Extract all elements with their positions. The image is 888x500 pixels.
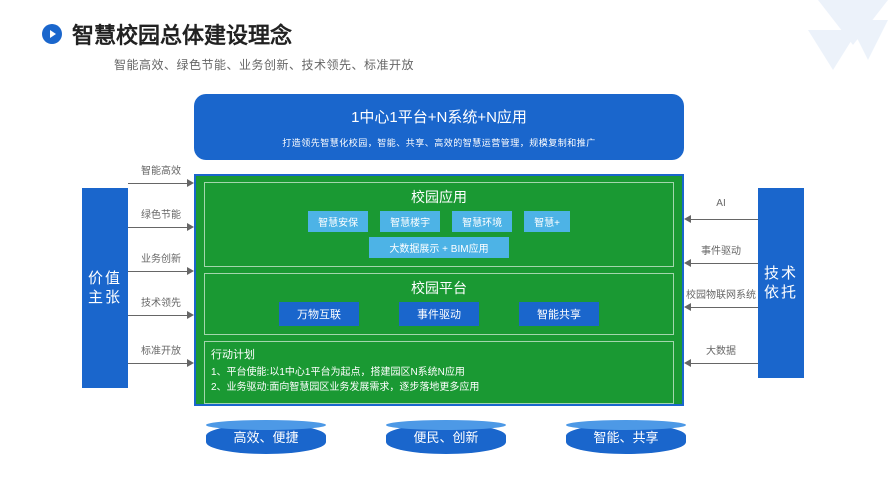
arrow-label: 绿色节能 <box>139 206 183 221</box>
section-campus-app: 校园应用 智慧安保 智慧楼宇 智慧环境 智慧+ 大数据展示 + BIM应用 <box>204 182 674 267</box>
app-chip: 智慧+ <box>524 211 570 232</box>
arrow-left-业务创新: 业务创新 <box>128 264 194 278</box>
section-app-title: 校园应用 <box>211 187 667 207</box>
platform-chip: 智能共享 <box>519 302 599 326</box>
arrow-left-智能高效: 智能高效 <box>128 176 194 190</box>
arrow-right-大数据: 大数据 <box>684 356 758 370</box>
section-campus-platform: 校园平台 万物互联 事件驱动 智能共享 <box>204 273 674 335</box>
cylinder-label: 便民、创新 <box>413 430 478 445</box>
pillar-value-proposition: 价值主张 <box>82 188 128 388</box>
app-chip: 智慧安保 <box>308 211 368 232</box>
header: 智慧校园总体建设理念 智能高效、绿色节能、业务创新、技术领先、标准开放 <box>0 0 888 73</box>
architecture-diagram: 1中心1平台+N系统+N应用 打造领先智慧化校园，智能、共享、高效的智慧运营管理… <box>0 88 888 458</box>
platform-chip: 事件驱动 <box>399 302 479 326</box>
arrow-label: AI <box>714 198 727 209</box>
platform-chip: 万物互联 <box>279 302 359 326</box>
cylinder-智能、共享: 智能、共享 <box>566 424 686 454</box>
cylinder-高效、便捷: 高效、便捷 <box>206 424 326 454</box>
app-chip: 智慧环境 <box>452 211 512 232</box>
arrow-label: 技术领先 <box>139 294 183 309</box>
arrow-right-事件驱动: 事件驱动 <box>684 256 758 270</box>
arrow-label: 事件驱动 <box>699 242 743 257</box>
arrow-left-绿色节能: 绿色节能 <box>128 220 194 234</box>
arrow-label: 校园物联网系统 <box>684 286 758 301</box>
cylinder-便民、创新: 便民、创新 <box>386 424 506 454</box>
page-title: 智慧校园总体建设理念 <box>72 18 292 50</box>
section-action-plan: 行动计划 1、平台使能:以1中心1平台为起点，搭建园区N系统N应用 2、业务驱动… <box>204 341 674 404</box>
action-line-2: 2、业务驱动:面向智慧园区业务发展需求，逐步落地更多应用 <box>211 380 667 395</box>
action-title: 行动计划 <box>211 346 667 362</box>
arrow-right-AI: AI <box>684 212 758 226</box>
pillar-left-label: 价值主张 <box>82 269 128 308</box>
arrow-label: 业务创新 <box>139 250 183 265</box>
play-bullet-icon <box>42 24 62 44</box>
pillar-tech-support: 技术依托 <box>758 188 804 378</box>
cylinder-label: 智能、共享 <box>593 430 658 445</box>
top-summary-box: 1中心1平台+N系统+N应用 打造领先智慧化校园，智能、共享、高效的智慧运营管理… <box>194 94 684 160</box>
arrow-left-标准开放: 标准开放 <box>128 356 194 370</box>
arrow-right-校园物联网系统: 校园物联网系统 <box>684 300 758 314</box>
top-line2: 打造领先智慧化校园，智能、共享、高效的智慧运营管理，规模复制和推广 <box>194 136 684 149</box>
arrow-left-技术领先: 技术领先 <box>128 308 194 322</box>
arrow-label: 智能高效 <box>139 162 183 177</box>
arrow-label: 标准开放 <box>139 342 183 357</box>
arrow-label: 大数据 <box>704 342 738 357</box>
page-subtitle: 智能高效、绿色节能、业务创新、技术领先、标准开放 <box>114 56 888 73</box>
action-line-1: 1、平台使能:以1中心1平台为起点，搭建园区N系统N应用 <box>211 365 667 380</box>
section-platform-title: 校园平台 <box>211 278 667 298</box>
cylinder-label: 高效、便捷 <box>233 430 298 445</box>
app-chip: 智慧楼宇 <box>380 211 440 232</box>
app-chip-wide: 大数据展示 + BIM应用 <box>369 237 508 258</box>
center-green-panel: 校园应用 智慧安保 智慧楼宇 智慧环境 智慧+ 大数据展示 + BIM应用 校园… <box>194 174 684 406</box>
top-line1: 1中心1平台+N系统+N应用 <box>194 106 684 127</box>
pillar-right-label: 技术依托 <box>758 264 804 303</box>
